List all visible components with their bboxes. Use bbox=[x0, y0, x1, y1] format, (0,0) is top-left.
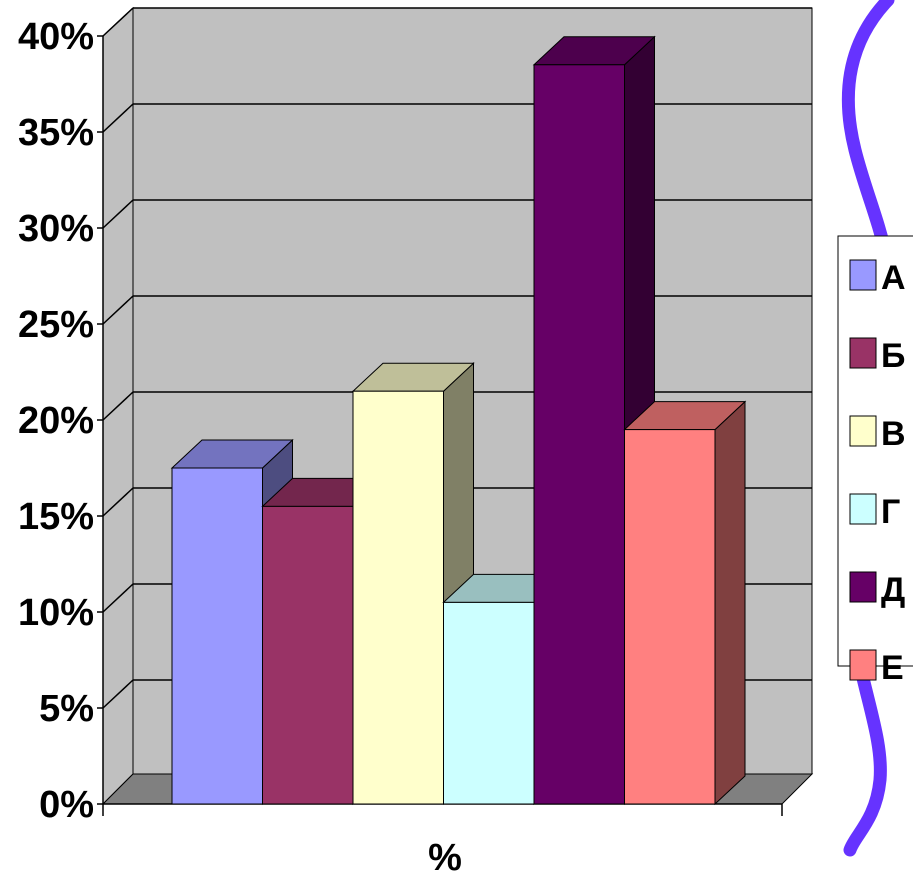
gridline-side bbox=[102, 583, 134, 613]
bar-front bbox=[171, 467, 263, 805]
y-tick-label: 25% bbox=[18, 304, 94, 346]
legend-label: В bbox=[881, 415, 906, 453]
y-tick-label: 30% bbox=[18, 208, 94, 250]
gridline-side bbox=[102, 7, 134, 37]
legend: А Б В Г Д Е bbox=[837, 235, 913, 687]
y-tick-label: 15% bbox=[18, 496, 94, 538]
gridline-side bbox=[102, 391, 134, 421]
bar-front bbox=[443, 601, 535, 805]
legend-label: Д bbox=[881, 571, 905, 609]
gridline-side bbox=[102, 199, 134, 229]
bar-Е bbox=[623, 400, 747, 806]
bar-front bbox=[352, 390, 444, 805]
y-tick-label: 35% bbox=[18, 112, 94, 154]
legend-swatch bbox=[849, 337, 877, 369]
y-tick-label: 0% bbox=[39, 784, 94, 826]
y-tick-label: 5% bbox=[39, 688, 94, 730]
x-axis-label: % bbox=[428, 837, 462, 879]
gridline-side bbox=[102, 295, 134, 325]
y-tick-label: 10% bbox=[18, 592, 94, 634]
legend-label: А bbox=[881, 259, 906, 297]
gridline-side bbox=[102, 103, 134, 133]
bars bbox=[170, 35, 747, 806]
y-axis: 0% 5% 10% 15% 20% 25% 30% 35% 40% bbox=[18, 16, 783, 826]
legend-label: Г bbox=[881, 493, 900, 531]
y-tick-label: 20% bbox=[18, 400, 94, 442]
legend-swatch bbox=[849, 571, 877, 603]
gridline-side bbox=[102, 679, 134, 709]
gridline-side bbox=[102, 487, 134, 517]
legend-label: Е bbox=[881, 649, 904, 687]
legend-label: Б bbox=[881, 337, 905, 375]
legend-swatch bbox=[849, 649, 877, 681]
bar-front bbox=[533, 64, 625, 805]
bar-front bbox=[624, 429, 716, 805]
legend-swatch bbox=[849, 493, 877, 525]
bar-side bbox=[714, 400, 746, 806]
legend-swatch bbox=[849, 415, 877, 447]
y-tick-label: 40% bbox=[18, 16, 94, 58]
legend-swatch bbox=[849, 259, 877, 291]
bar-front bbox=[262, 505, 354, 805]
